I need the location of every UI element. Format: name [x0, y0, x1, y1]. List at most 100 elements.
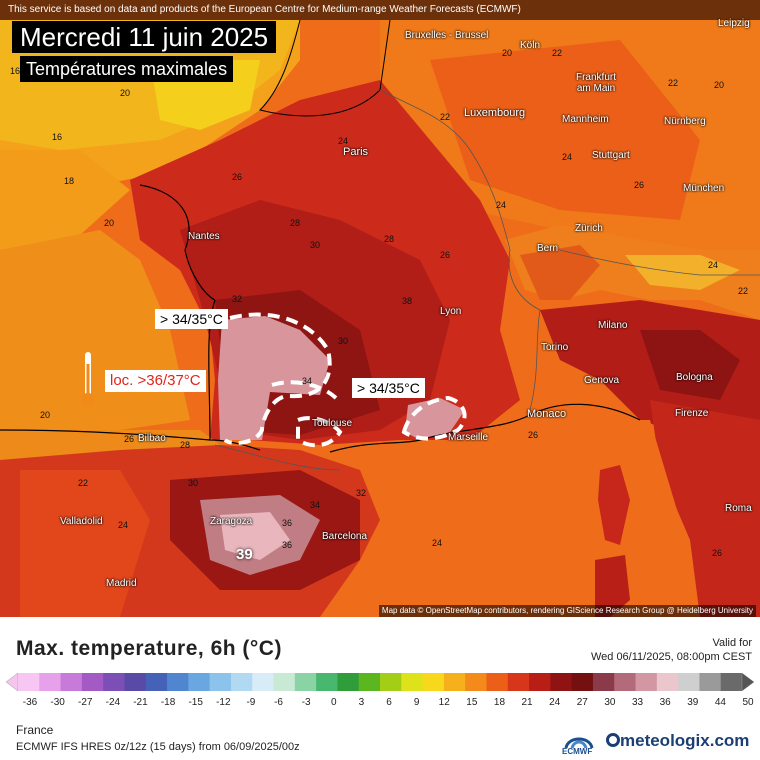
city-genova: Genova [584, 375, 620, 386]
isotherm-label: 24 [118, 520, 129, 530]
colorbar-tick-label: 30 [604, 697, 616, 708]
city-nantes: Nantes [188, 231, 220, 242]
colorbar-tick-label: -18 [160, 697, 176, 708]
city-firenze: Firenze [675, 408, 709, 419]
isotherm-label: 20 [502, 48, 513, 58]
city-koln: Köln [520, 40, 541, 51]
colorbar-tick-label: 33 [631, 697, 644, 708]
isotherm-label: 18 [64, 176, 75, 186]
isotherm-label: 26 [232, 172, 243, 182]
colorbar-segment [337, 673, 360, 691]
isotherm-label: 32 [232, 294, 243, 304]
isotherm-label: 24 [708, 260, 719, 270]
isotherm-label: 32 [356, 488, 367, 498]
isotherm-label: 20 [104, 218, 115, 228]
colorbar-segment [252, 673, 275, 691]
isotherm-label: 20 [40, 410, 51, 420]
isotherm-label: 22 [668, 78, 679, 88]
colorbar-min-arrow [6, 672, 19, 692]
colorbar-segment [103, 673, 125, 691]
map-date-title: Mercredi 11 juin 2025 [12, 21, 277, 53]
colorbar-tick-label: -9 [246, 697, 256, 708]
colorbar-tick-label: 50 [742, 697, 754, 708]
isotherm-label: 30 [310, 240, 321, 250]
isotherm-label: 24 [338, 136, 349, 146]
callout-heat-west: > 34/35°C [155, 309, 228, 329]
colorbar-segment [316, 673, 338, 691]
colorbar-tick-label: 24 [549, 697, 561, 708]
colorbar-segment [635, 673, 658, 691]
colorbar-tick-label: 15 [466, 697, 478, 708]
isotherm-label: 22 [738, 286, 749, 296]
colorbar-segment [507, 673, 530, 691]
colorbar-tick-label: -27 [77, 697, 93, 708]
meteologix-brand: meteologix.com [606, 731, 749, 751]
colorbar-segment [401, 673, 424, 691]
colorbar-segment [550, 673, 573, 691]
city-zaragoza: Zaragoza [210, 516, 253, 527]
temperature-colorbar [6, 672, 755, 692]
colorbar-tick-label: 36 [659, 697, 671, 708]
colorbar-segment [273, 673, 296, 691]
city-lyon: Lyon [440, 306, 462, 317]
temperature-field [0, 0, 760, 617]
colorbar-segment [720, 673, 743, 691]
ecmwf-data-notice: This service is based on data and produc… [0, 0, 760, 20]
isotherm-label: 26 [712, 548, 723, 558]
isotherm-label: 24 [562, 152, 573, 162]
colorbar-segment [124, 673, 147, 691]
city-valladolid: Valladolid [60, 516, 103, 527]
city-munchen: München [683, 183, 725, 194]
map-subtitle: Températures maximales [20, 56, 234, 82]
map-credit: Map data © OpenStreetMap contributors, r… [378, 605, 756, 617]
colorbar-tick-label: 39 [687, 697, 699, 708]
city-mannheim: Mannheim [562, 114, 609, 125]
colorbar-segment [294, 673, 317, 691]
spain-max-value: 39 [236, 546, 253, 563]
isotherm-label: 28 [180, 440, 191, 450]
isotherm-label: 26 [528, 430, 539, 440]
thermometer-icon [81, 352, 95, 407]
callout-local-extreme: loc. >36/37°C [105, 370, 206, 392]
isotherm-label: 20 [120, 88, 131, 98]
isotherm-label: 38 [402, 296, 413, 306]
colorbar-tick-label: 21 [521, 697, 533, 708]
colorbar-tick-label: -21 [133, 697, 148, 708]
colorbar-segment [422, 673, 445, 691]
city-leipzig: Leipzig [718, 18, 750, 29]
city-stuttgart: Stuttgart [592, 150, 630, 161]
isotherm-label: 24 [432, 538, 443, 548]
city-paris: Paris [343, 146, 369, 158]
colorbar-segment [230, 673, 253, 691]
isotherm-label: 36 [282, 540, 293, 550]
city-bern: Bern [537, 243, 559, 254]
legend-title: Max. temperature, 6h (°C) [16, 637, 282, 660]
colorbar-segment [529, 673, 551, 691]
city-frankfurt: Frankfurt am Main [575, 72, 616, 94]
isotherm-label: 22 [552, 48, 563, 58]
city-bilbao: Bilbao [138, 433, 166, 444]
colorbar-segment [39, 673, 62, 691]
city-zurich: Zürich [575, 223, 603, 234]
isotherm-label: 26 [124, 434, 135, 444]
isotherm-label: 30 [338, 336, 349, 346]
colorbar-segment [145, 673, 168, 691]
colorbar-segment [443, 673, 466, 691]
colorbar-tick-label: 3 [358, 697, 365, 708]
valid-for-label: Valid for [712, 637, 752, 649]
colorbar-segment [188, 673, 211, 691]
city-torino: Torino [541, 342, 569, 353]
region-label: France [16, 723, 54, 737]
isotherm-label: 20 [714, 80, 725, 90]
colorbar-segment [678, 673, 700, 691]
isotherm-label: 26 [440, 250, 451, 260]
colorbar-segment [465, 673, 487, 691]
colorbar-segment [167, 673, 189, 691]
isotherm-label: 16 [52, 132, 63, 142]
isotherm-label: 28 [290, 218, 301, 228]
colorbar-segment [81, 673, 104, 691]
colorbar-segment [699, 673, 722, 691]
city-milano: Milano [598, 320, 628, 331]
city-monaco: Monaco [527, 408, 567, 420]
colorbar-tick-label: 0 [330, 697, 337, 708]
